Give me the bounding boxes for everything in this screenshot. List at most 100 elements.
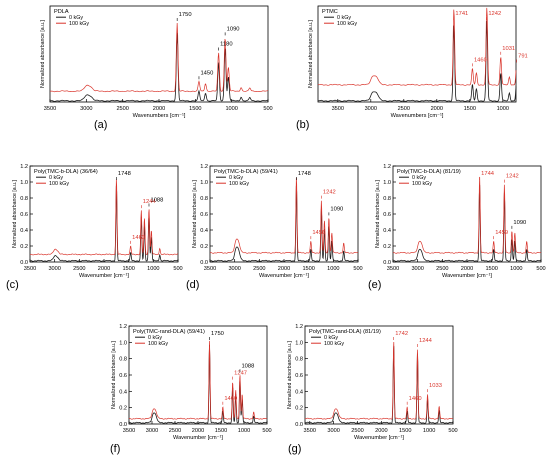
x-tick-label: 1000 [510, 266, 522, 272]
y-tick-label: 0.0 [200, 260, 208, 266]
peak-label: 1450 [200, 70, 213, 76]
x-axis-label: Wavenumbers [cm⁻¹] [133, 113, 186, 119]
peak-label: 1090 [513, 220, 526, 226]
legend-label: 0 kGy [69, 15, 83, 21]
x-tick-label: 1500 [122, 266, 134, 272]
x-tick-label: 3500 [24, 266, 36, 272]
chart-title: Poly(TMC-b-DLA) (81/19) [397, 169, 461, 175]
peak-label: 1459 [495, 230, 508, 236]
x-tick-label: 3500 [44, 106, 56, 112]
y-tick-label: 1.0 [295, 340, 303, 346]
x-tick-label: 3500 [123, 428, 135, 434]
peak-label: 1033 [429, 383, 442, 389]
series-line-100-kgy [209, 177, 358, 254]
x-tick-label: 1500 [485, 266, 497, 272]
x-tick-label: 2500 [253, 266, 265, 272]
series-line-0-kgy [392, 184, 541, 262]
y-axis-label: Normalized absorbance [a.u.] [375, 180, 381, 248]
x-tick-label: 500 [353, 266, 362, 272]
x-tick-label: 500 [536, 266, 545, 272]
x-tick-label: 3500 [204, 266, 216, 272]
x-axis-label: Wavenumber [cm⁻¹] [354, 435, 404, 441]
y-tick-label: 0.0 [295, 422, 303, 428]
peak-label: 1247 [234, 371, 247, 377]
y-tick-label: 1.0 [383, 180, 391, 186]
y-tick-label: 0.4 [119, 389, 127, 395]
y-tick-label: 0.6 [119, 373, 127, 379]
peak-label: 1242 [488, 11, 501, 17]
y-tick-label: 0.8 [200, 196, 208, 202]
panel-letter: (f) [110, 443, 120, 455]
x-axis-label: Wavenumbers [cm⁻¹] [391, 113, 444, 119]
y-tick-label: 1.2 [200, 164, 208, 170]
chart-title: PTMC [322, 9, 338, 15]
x-axis-label: Wavenumber [cm⁻¹] [79, 273, 129, 279]
y-tick-label: 0.8 [295, 357, 303, 363]
y-axis-label: Normalized absorbance [a.u.] [287, 341, 293, 409]
x-tick-label: 1000 [497, 106, 509, 112]
peak-label: 1456 [312, 230, 325, 236]
panel-letter: (b) [296, 119, 309, 131]
peak-label: 1460 [409, 396, 422, 402]
chart-panel-3: 3500 3000 2500 2000 1500 1000 500 0.0 0.2 0.4 0.6 0… [12, 164, 183, 279]
x-tick-label: 1000 [327, 266, 339, 272]
x-tick-label: 1500 [215, 428, 227, 434]
chart-panel-4: 3500 3000 2500 2000 1500 1000 500 0.0 0.2 0.4 0.6 0… [192, 164, 363, 279]
y-axis-label: Normalized absorbance [a.u.] [40, 20, 46, 88]
y-tick-label: 0.4 [383, 228, 391, 234]
y-tick-label: 0.2 [200, 244, 208, 250]
series-line-100-kgy [304, 342, 454, 420]
y-tick-label: 0.0 [20, 260, 28, 266]
chart-panel-7: 3500 3000 2500 2000 1500 1000 500 0.0 0.2 0.4 0.6 0… [287, 324, 458, 441]
peak-label: 1180 [220, 42, 232, 48]
x-tick-label: 2000 [98, 266, 110, 272]
x-tick-label: 2000 [375, 428, 387, 434]
series-line-0-kgy [49, 32, 268, 102]
chart-title: Poly(TMC-b-DLA) (59/41) [214, 169, 278, 175]
series-line-100-kgy [29, 179, 178, 256]
x-tick-label: 3000 [411, 266, 423, 272]
x-tick-label: 3000 [365, 106, 377, 112]
x-tick-label: 500 [173, 266, 182, 272]
series-line-0-kgy [128, 345, 267, 424]
peak-label: 1460 [132, 235, 145, 241]
x-tick-label: 500 [448, 428, 457, 434]
legend-label: 100 kGy [69, 21, 89, 27]
y-tick-label: 0.0 [383, 260, 391, 266]
x-tick-label: 3000 [327, 428, 339, 434]
peak-label: 1460 [224, 396, 237, 402]
series-line-0-kgy [317, 20, 517, 102]
legend-label: 100 kGy [337, 21, 357, 27]
x-tick-label: 2500 [73, 266, 85, 272]
panel-letter: (g) [288, 443, 301, 455]
x-axis-label: Wavenumber [cm⁻¹] [442, 273, 492, 279]
y-tick-label: 0.6 [383, 212, 391, 218]
panel-letter: (e) [368, 279, 381, 291]
x-tick-label: 3000 [80, 106, 92, 112]
y-axis-label: Normalized absorbance [a.u.] [12, 180, 18, 248]
x-tick-label: 2500 [436, 266, 448, 272]
x-tick-label: 1500 [464, 106, 476, 112]
y-tick-label: 1.0 [20, 180, 28, 186]
peak-label: 1088 [241, 363, 254, 369]
y-tick-label: 0.8 [383, 196, 391, 202]
plot-frame [317, 5, 517, 103]
chart-panel-1: 3500 3000 2500 2000 1500 1000 500 Wavenumbers [… [40, 5, 273, 119]
legend-label: 0 kGy [337, 15, 351, 21]
x-tick-label: 2000 [431, 106, 443, 112]
y-axis-label: Normalized absorbance [a.u.] [111, 341, 117, 409]
series-line-100-kgy [49, 23, 268, 93]
x-tick-label: 3000 [48, 266, 60, 272]
chart-panel-6: 3500 3000 2500 2000 1500 1000 500 0.0 0.2 0.4 0.6 0… [111, 324, 272, 441]
chart-title: Poly(TMC-rand-DLA) (59/41) [133, 329, 205, 335]
series-line-100-kgy [317, 7, 517, 86]
legend-label: 0 kGy [148, 335, 162, 341]
peak-label: 1244 [143, 199, 157, 205]
y-tick-label: 1.2 [119, 324, 127, 330]
panel-letter: (a) [94, 119, 107, 131]
y-tick-label: 0.4 [20, 228, 28, 234]
legend-label: 100 kGy [49, 181, 69, 187]
x-tick-label: 3000 [146, 428, 158, 434]
x-axis-label: Wavenumber [cm⁻¹] [173, 435, 223, 441]
